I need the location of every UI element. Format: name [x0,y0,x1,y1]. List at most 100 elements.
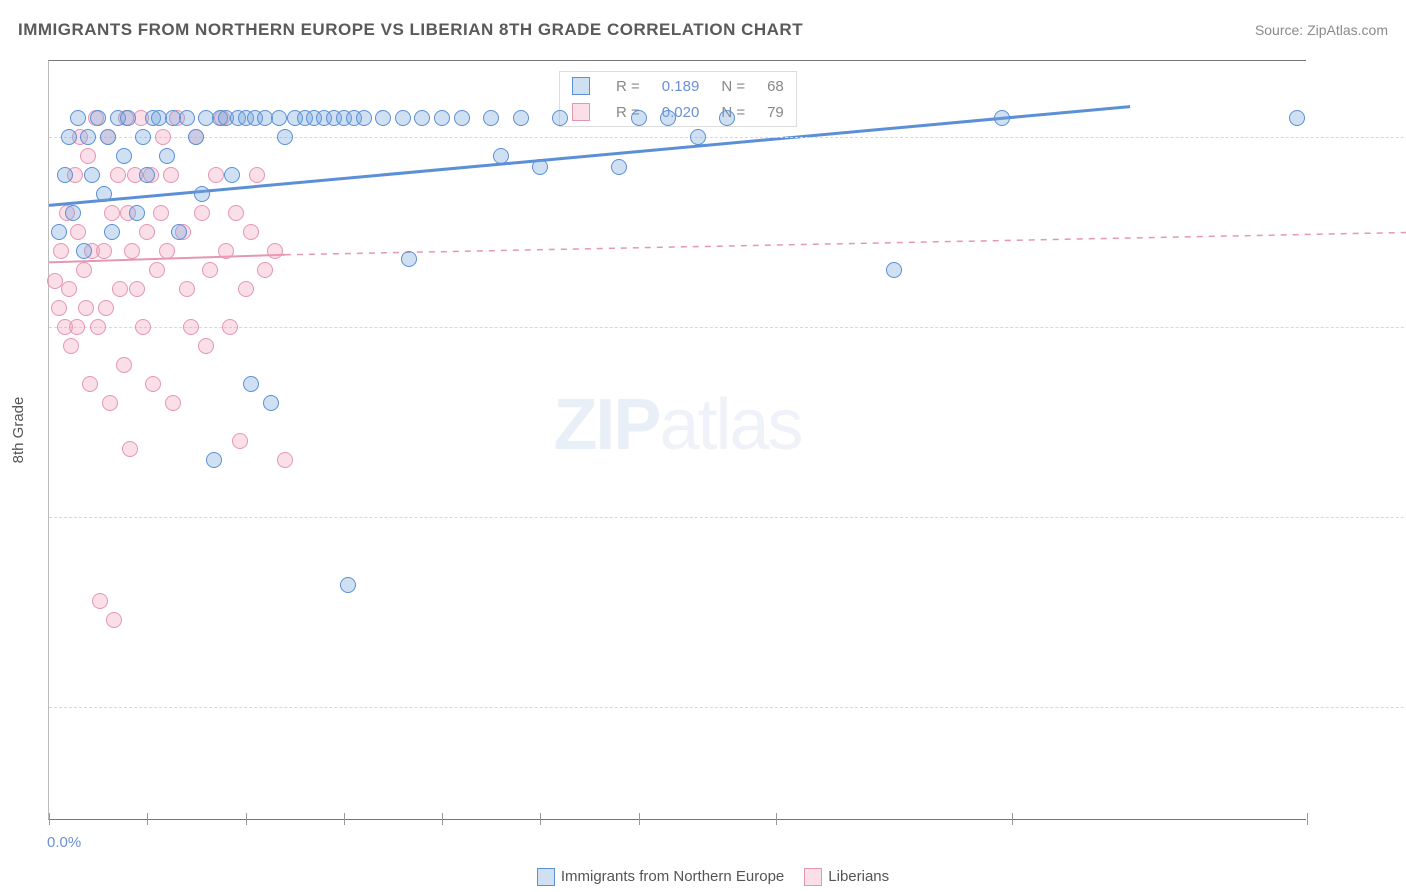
data-point [238,281,254,297]
legend-swatch [537,868,555,886]
data-point [129,281,145,297]
data-point [340,577,356,593]
gridline [49,327,1406,328]
data-point [994,110,1010,126]
data-point [224,167,240,183]
data-point [194,186,210,202]
x-tick [1307,813,1308,825]
data-point [159,148,175,164]
data-point [82,376,98,392]
x-tick [49,813,50,825]
data-point [149,262,165,278]
legend-label: Liberians [828,868,889,885]
x-tick [1012,813,1013,825]
data-point [96,186,112,202]
x-tick [540,813,541,825]
data-point [135,129,151,145]
data-point [122,441,138,457]
series-legend: Immigrants from Northern Europe Liberians [0,868,1406,886]
data-point [434,110,450,126]
data-point [206,452,222,468]
data-point [552,110,568,126]
data-point [61,129,77,145]
gridline [49,707,1406,708]
source-label: Source: ZipAtlas.com [1255,22,1388,38]
data-point [886,262,902,278]
data-point [228,205,244,221]
data-point [414,110,430,126]
data-point [51,300,67,316]
gridline [49,517,1406,518]
data-point [69,319,85,335]
data-point [61,281,77,297]
data-point [188,129,204,145]
data-point [257,262,273,278]
data-point [218,243,234,259]
data-point [135,319,151,335]
x-tick [147,813,148,825]
data-point [513,110,529,126]
data-point [145,376,161,392]
y-axis-label: 8th Grade [10,397,27,464]
data-point [116,357,132,373]
data-point [401,251,417,267]
data-point [120,110,136,126]
data-point [70,224,86,240]
data-point [375,110,391,126]
data-point [202,262,218,278]
data-point [110,167,126,183]
data-point [243,224,259,240]
x-tick [639,813,640,825]
data-point [139,224,155,240]
data-point [208,167,224,183]
data-point [163,167,179,183]
data-point [100,129,116,145]
data-point [84,167,100,183]
x-tick [344,813,345,825]
data-point [104,224,120,240]
data-point [90,110,106,126]
legend-swatch [804,868,822,886]
data-point [690,129,706,145]
data-point [65,205,81,221]
x-tick [776,813,777,825]
data-point [78,300,94,316]
data-point [165,395,181,411]
data-point [194,205,210,221]
data-point [155,129,171,145]
data-point [116,148,132,164]
data-point [63,338,79,354]
data-point [532,159,548,175]
data-point [112,281,128,297]
data-point [493,148,509,164]
data-point [267,243,283,259]
x-tick [246,813,247,825]
data-point [80,148,96,164]
data-point [454,110,470,126]
data-point [124,243,140,259]
data-point [153,205,169,221]
data-point [611,159,627,175]
data-point [198,338,214,354]
gridline [49,137,1406,138]
data-point [271,110,287,126]
correlation-legend: R =0.189N =68R =0.020N =79 [559,71,797,127]
data-point [183,319,199,335]
legend-label: Immigrants from Northern Europe [561,868,784,885]
data-point [171,224,187,240]
data-point [243,376,259,392]
scatter-plot: ZIPatlas R =0.189N =68R =0.020N =79 85.0… [48,60,1306,820]
data-point [179,110,195,126]
data-point [159,243,175,259]
data-point [483,110,499,126]
data-point [356,110,372,126]
chart-title: IMMIGRANTS FROM NORTHERN EUROPE VS LIBER… [18,20,803,40]
data-point [179,281,195,297]
data-point [57,167,73,183]
data-point [277,452,293,468]
data-point [263,395,279,411]
data-point [76,262,92,278]
x-tick-label: 0.0% [47,834,81,851]
data-point [631,110,647,126]
data-point [96,243,112,259]
